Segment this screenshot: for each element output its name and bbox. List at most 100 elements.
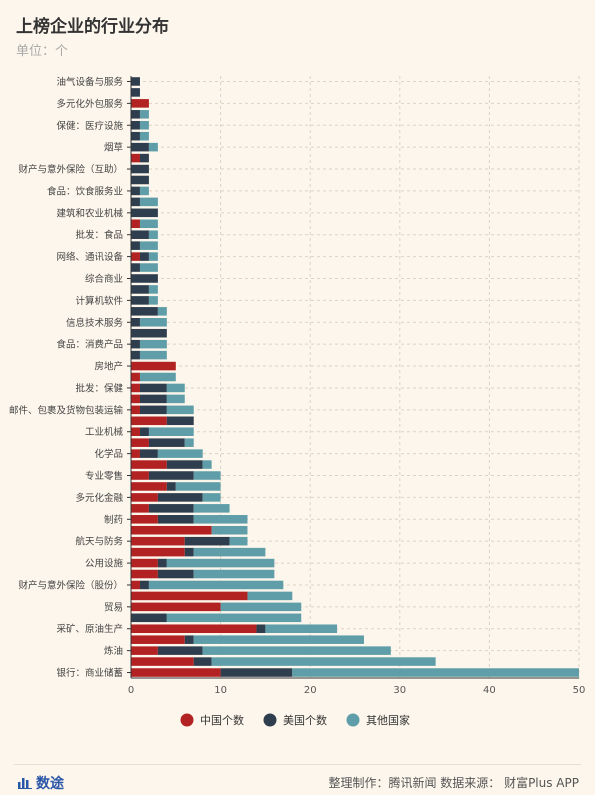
bar-segment bbox=[211, 525, 248, 535]
bar-segment bbox=[131, 460, 167, 469]
bar-segment bbox=[184, 635, 194, 644]
category-label: 炼油 bbox=[104, 645, 123, 657]
bar-segment bbox=[131, 230, 149, 239]
bar-segment bbox=[148, 580, 284, 590]
bar-segment bbox=[148, 471, 194, 480]
category-label: 油气设备与服务 bbox=[56, 76, 123, 88]
bar-segment bbox=[131, 120, 140, 130]
legend-swatch bbox=[346, 713, 360, 727]
category-label: 建筑和农业机械 bbox=[56, 207, 123, 219]
bar-segment bbox=[184, 547, 194, 557]
bar-segment bbox=[131, 372, 140, 382]
category-label: 房地产 bbox=[94, 361, 123, 373]
bar-segment bbox=[139, 197, 158, 207]
bar-segment bbox=[131, 635, 185, 644]
bar-segment bbox=[131, 504, 149, 513]
bar-segment bbox=[131, 547, 185, 557]
bar-segment bbox=[166, 558, 275, 568]
bar-segment bbox=[131, 657, 194, 666]
x-tick-label: 30 bbox=[393, 685, 406, 696]
bar-segment bbox=[220, 602, 302, 612]
bar-segment bbox=[139, 219, 158, 229]
category-label: 贸易 bbox=[104, 601, 123, 613]
category-label: 财产与意外保险（互助） bbox=[18, 164, 123, 176]
brand-name: 数途 bbox=[36, 776, 64, 792]
bar-segment bbox=[131, 252, 140, 261]
bar-segment bbox=[131, 296, 149, 305]
bar-segment bbox=[139, 131, 149, 141]
bar-segment bbox=[131, 142, 149, 152]
bar-segment bbox=[131, 416, 167, 426]
bar-segment bbox=[157, 449, 203, 458]
x-tick-label: 50 bbox=[573, 685, 586, 696]
bar-segment bbox=[131, 175, 149, 185]
bar-segment bbox=[184, 536, 230, 546]
category-label: 网络、通讯设备 bbox=[56, 251, 123, 263]
bar-segment bbox=[131, 263, 140, 272]
bar-segment bbox=[193, 569, 275, 579]
category-label: 采矿、原油生产 bbox=[56, 623, 123, 635]
bar-segment bbox=[256, 624, 266, 634]
bar-segment bbox=[131, 241, 140, 250]
bar-segment bbox=[157, 569, 194, 579]
bar-segment bbox=[202, 493, 221, 502]
bar-segment bbox=[247, 591, 293, 601]
legend-label: 美国个数 bbox=[283, 714, 327, 727]
bar-segment bbox=[139, 449, 158, 458]
footer-divider bbox=[14, 764, 581, 765]
bar-segment bbox=[131, 339, 140, 349]
bar-segment bbox=[131, 624, 257, 634]
bar-segment bbox=[131, 318, 140, 327]
bar-segment bbox=[139, 405, 167, 415]
legend-label: 其他国家 bbox=[366, 713, 410, 727]
bar-segment bbox=[157, 515, 194, 524]
category-label: 保健：医疗设施 bbox=[56, 120, 123, 132]
bar-segment bbox=[131, 405, 140, 415]
bar-segment bbox=[131, 493, 158, 502]
category-label: 批发：食品 bbox=[75, 229, 123, 241]
bar-segment bbox=[148, 296, 158, 305]
x-tick-label: 10 bbox=[214, 685, 227, 696]
bar-segment bbox=[131, 307, 158, 316]
category-label: 银行：商业储蓄 bbox=[56, 667, 123, 679]
legend-swatch bbox=[263, 713, 277, 727]
bar-segment bbox=[131, 383, 140, 393]
bar-segment bbox=[175, 482, 221, 491]
bar-segment bbox=[131, 285, 149, 294]
bar-segment bbox=[131, 274, 158, 283]
bar-segment bbox=[139, 580, 149, 590]
bar-segment bbox=[131, 438, 149, 447]
bar-segment bbox=[220, 668, 293, 677]
bar-segment bbox=[139, 427, 149, 436]
bar-segment bbox=[166, 383, 185, 393]
bar-segment bbox=[131, 394, 140, 404]
bar-segment bbox=[139, 186, 149, 196]
category-label: 公用设施 bbox=[85, 558, 124, 570]
bar-segment bbox=[193, 547, 266, 557]
category-label: 批发：保健 bbox=[75, 382, 123, 394]
bar-segment bbox=[131, 668, 221, 677]
bar-segment bbox=[148, 230, 158, 239]
bar-segment bbox=[148, 252, 158, 261]
bar-segment bbox=[193, 471, 221, 480]
category-label: 工业机械 bbox=[85, 426, 124, 438]
bar-segment bbox=[131, 219, 140, 229]
bar-segment bbox=[157, 493, 203, 502]
bar-segment bbox=[265, 624, 338, 634]
bar-segment bbox=[139, 263, 158, 272]
bar-segment bbox=[139, 120, 149, 130]
bar-chart-icon bbox=[18, 778, 32, 789]
bar-segment bbox=[131, 580, 140, 590]
bar-segment bbox=[193, 635, 364, 644]
bar-segment bbox=[131, 482, 167, 491]
category-label: 化学品 bbox=[94, 448, 123, 460]
bar-segment bbox=[131, 197, 140, 207]
legend-swatch bbox=[180, 713, 194, 727]
category-label: 综合商业 bbox=[85, 273, 123, 285]
bar-segment bbox=[131, 471, 149, 480]
bar-segment bbox=[131, 328, 167, 338]
category-label: 烟草 bbox=[104, 142, 123, 154]
bar-segment bbox=[166, 394, 185, 404]
brand-logo[interactable]: 数途 bbox=[18, 773, 64, 793]
category-label: 食品：饮食服务业 bbox=[47, 185, 123, 197]
